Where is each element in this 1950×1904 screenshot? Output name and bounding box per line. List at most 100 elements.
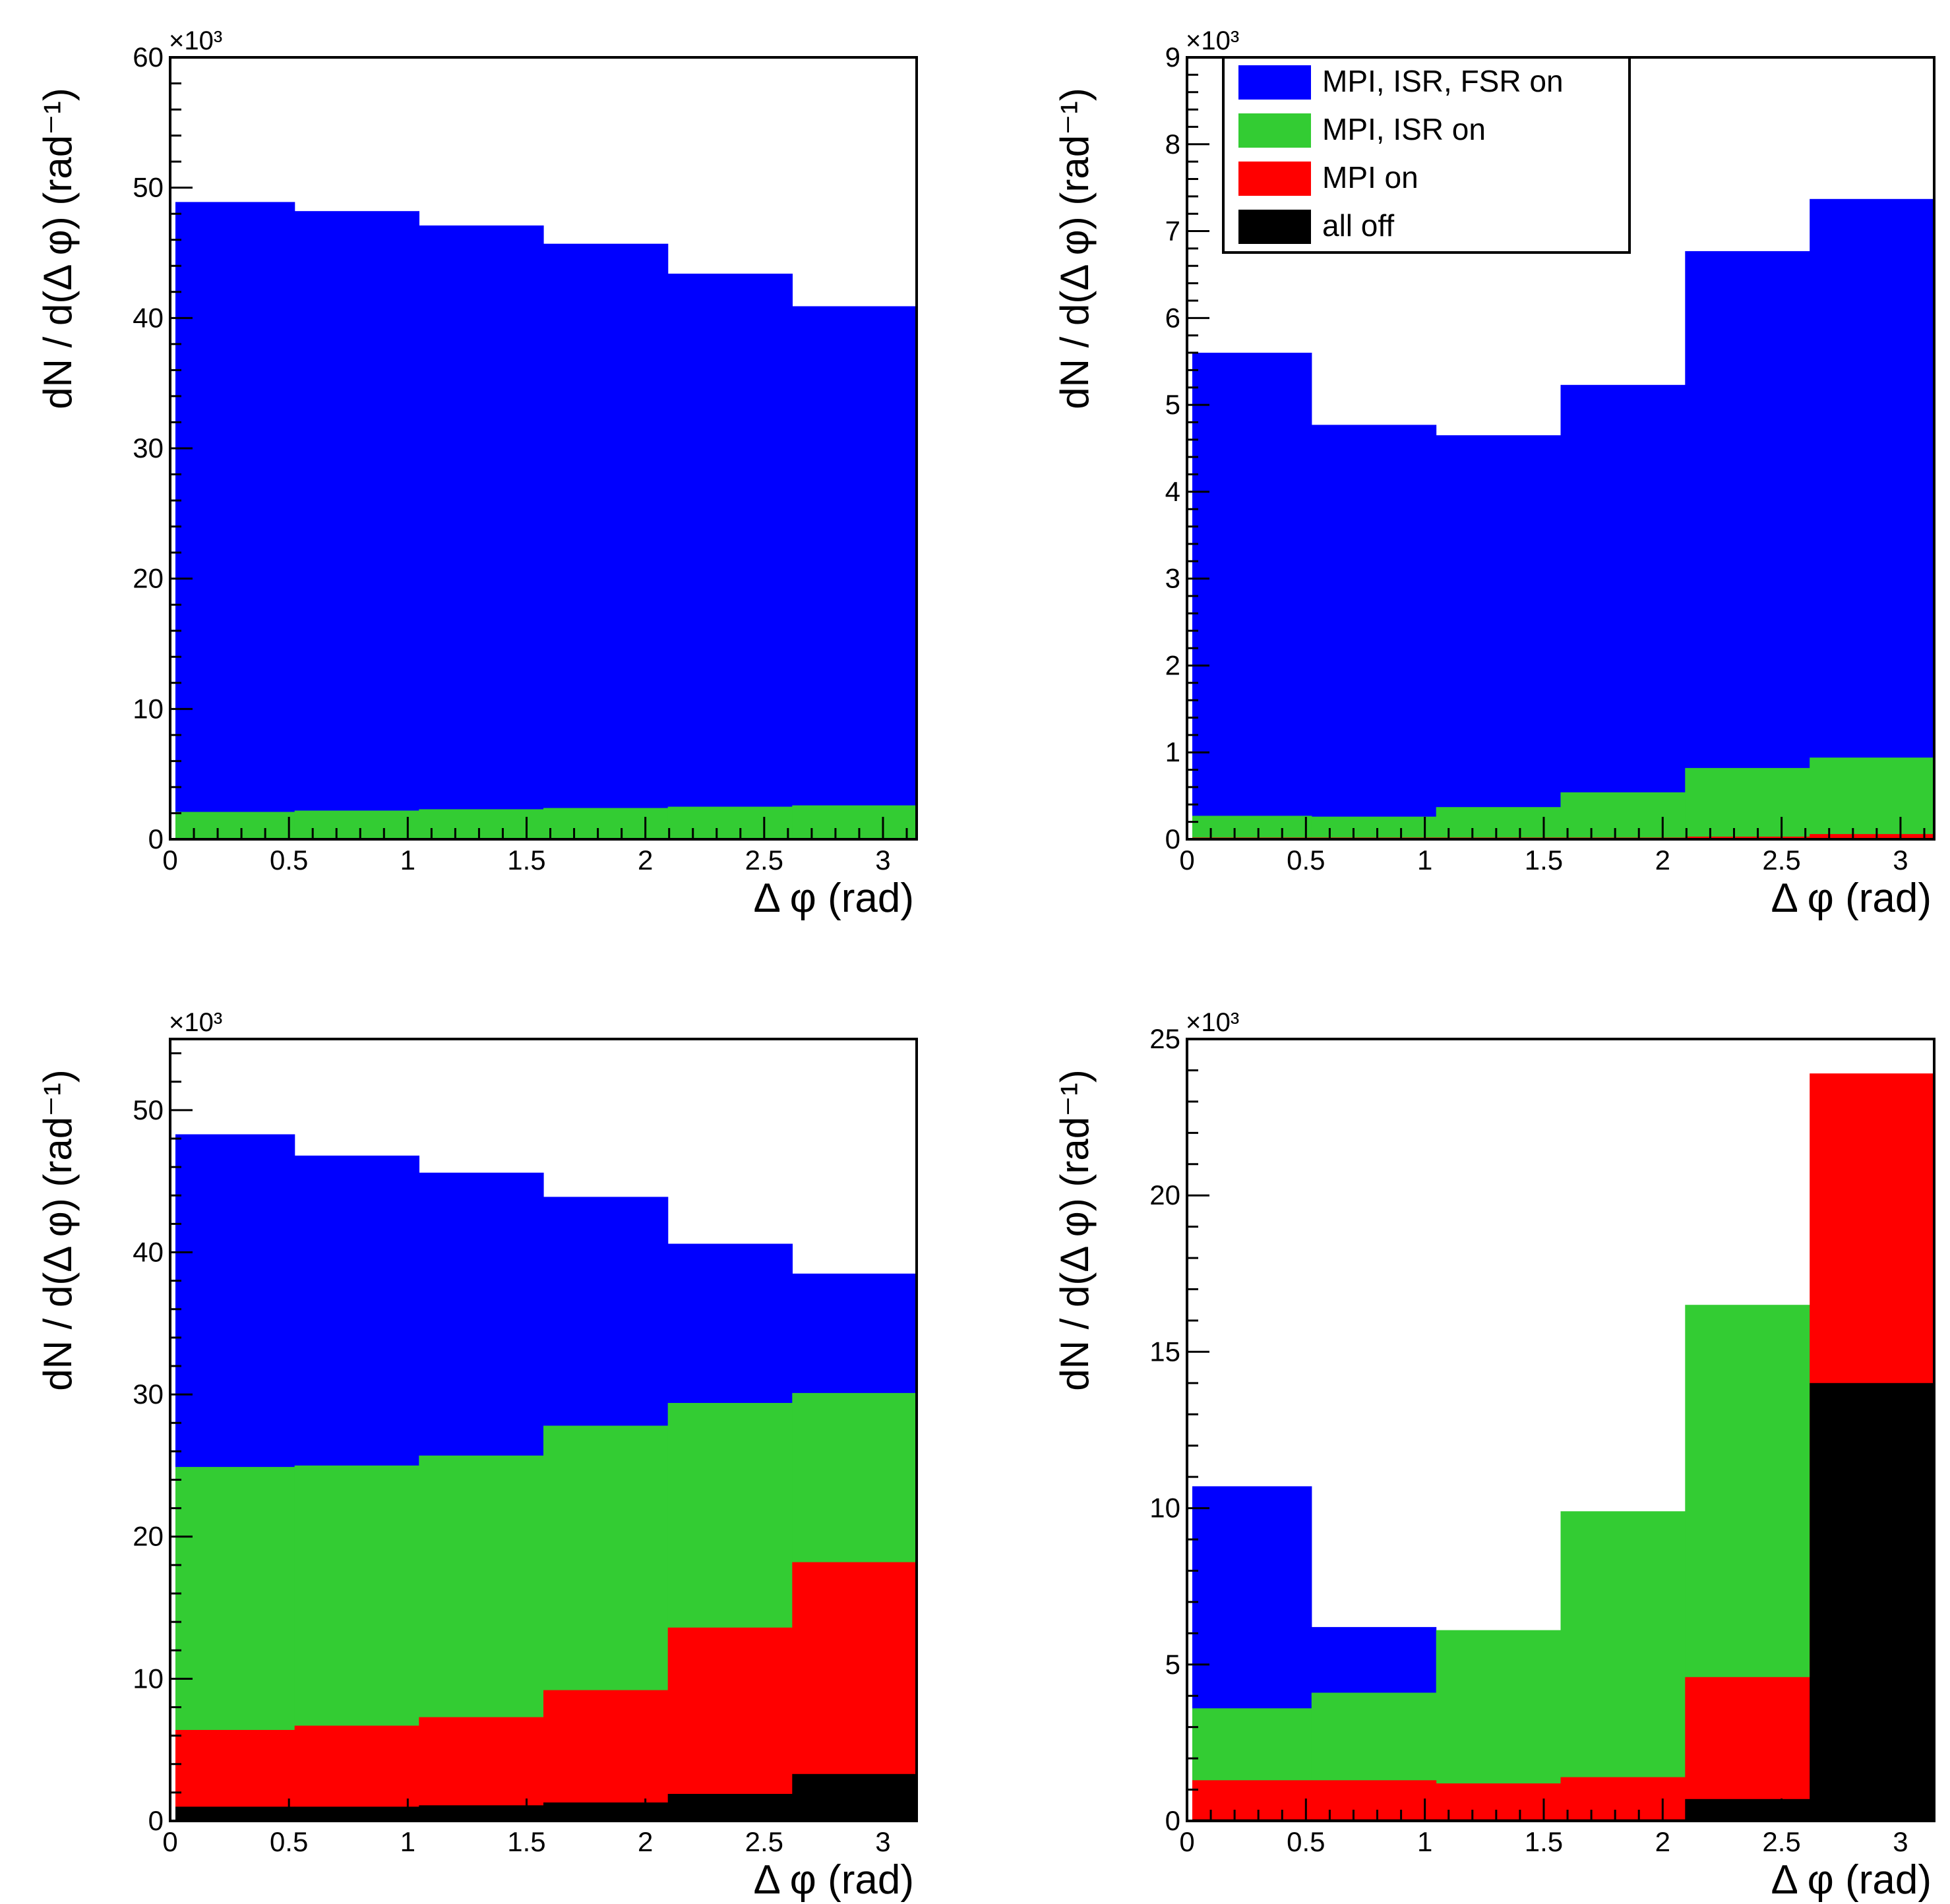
bar-mpi-on-bin-4: [1560, 1777, 1686, 1821]
bar-mpi-on-bin-1: [175, 1730, 295, 1821]
y-tick-label: 20: [1149, 1179, 1180, 1210]
x-tick-label: 3: [1893, 845, 1908, 876]
y-tick-label: 0: [148, 823, 164, 854]
x-axis-title: Δ φ (rad): [753, 1857, 914, 1903]
plot-frame: [169, 56, 918, 841]
legend-swatch: [1238, 162, 1311, 196]
bar-mpi-isr-fsr-on-bin-2: [294, 211, 419, 839]
y-tick-label: 4: [1165, 476, 1180, 507]
bar-all-off-bin-2: [294, 1806, 419, 1821]
y-axis-title: dN / d(Δ φ) (rad⁻¹): [1052, 88, 1097, 409]
bar-mpi-on-bin-5: [1685, 1677, 1810, 1821]
bar-mpi-on-bin-5: [667, 1627, 793, 1821]
y-tick-label: 7: [1165, 216, 1180, 247]
y-tick-label: 20: [133, 1521, 164, 1552]
bar-mpi-isr-fsr-on-bin-1: [1192, 353, 1312, 839]
bar-mpi-on-bin-2: [1311, 1780, 1437, 1821]
bar-mpi-isr-on-bin-6: [792, 805, 917, 839]
x-axis-title: Δ φ (rad): [753, 876, 914, 921]
legend-swatch: [1238, 113, 1311, 148]
x-tick-label: 1.5: [507, 845, 545, 876]
y-tick-label: 50: [133, 172, 164, 203]
x-tick-label: 2: [638, 1826, 653, 1857]
y-axis-title: dN / d(Δ φ) (rad⁻¹): [1052, 1069, 1097, 1390]
bar-mpi-isr-on-bin-5: [1685, 767, 1810, 839]
y-tick-label: 2: [1165, 649, 1180, 680]
x-tick-label: 2: [1655, 1826, 1670, 1857]
x-tick-label: 0.5: [1287, 845, 1325, 876]
x-axis-title: Δ φ (rad): [1771, 876, 1932, 921]
legend-item-label: MPI, ISR on: [1322, 112, 1486, 146]
y-tick-label: 3: [1165, 563, 1180, 594]
chart-panel-2: 0 1 2 3 4 5 6 7 8 9 0 0.5 1 1.5 2 2.5 3 ×10³ Δ φ (rad) dN /…: [1052, 26, 1935, 921]
bar-mpi-isr-fsr-on-bin-4: [543, 243, 669, 839]
x-tick-label: 1: [400, 845, 415, 876]
bar-mpi-isr-on-bin-3: [419, 809, 544, 839]
y-multiplier-label: ×10³: [169, 26, 222, 55]
y-tick-label: 5: [1165, 1649, 1180, 1680]
bar-mpi-isr-on-bin-4: [543, 808, 669, 839]
y-tick-label: 5: [1165, 389, 1180, 420]
x-tick-label: 1: [400, 1826, 415, 1857]
bar-mpi-isr-fsr-on-bin-5: [1685, 251, 1810, 839]
chart-panel-4: 0 5 10 15 20 25 0 0.5 1 1.5 2 2.5 3 ×10³ Δ φ (rad) dN /…: [1052, 1008, 1935, 1903]
x-tick-label: 0: [162, 845, 177, 876]
y-tick-label: 40: [133, 302, 164, 333]
y-tick-label: 30: [133, 432, 164, 463]
bar-mpi-isr-on-bin-6: [1810, 758, 1935, 839]
y-tick-label: 20: [133, 563, 164, 594]
x-tick-label: 0.5: [270, 845, 308, 876]
x-tick-label: 2: [638, 845, 653, 876]
y-tick-label: 60: [133, 42, 164, 73]
x-tick-label: 2: [1655, 845, 1670, 876]
y-tick-label: 10: [133, 1663, 164, 1694]
legend: MPI, ISR, FSR on MPI, ISR on MPI on all off: [1222, 56, 1631, 254]
y-tick-label: 30: [133, 1379, 164, 1410]
x-tick-label: 0: [1179, 1826, 1194, 1857]
x-tick-label: 3: [875, 845, 890, 876]
x-tick-label: 2.5: [745, 1826, 783, 1857]
legend-swatch: [1238, 65, 1311, 100]
bar-mpi-isr-fsr-on-bin-6: [792, 306, 917, 839]
bar-mpi-isr-on-bin-4: [1560, 792, 1686, 839]
y-tick-label: 1: [1165, 736, 1180, 767]
x-tick-label: 0: [162, 1826, 177, 1857]
y-axis-title: dN / d(Δ φ) (rad⁻¹): [36, 88, 80, 409]
bar-all-off-bin-6: [792, 1773, 917, 1821]
y-tick-label: 10: [1149, 1493, 1180, 1524]
legend-item-label: MPI, ISR, FSR on: [1322, 64, 1564, 98]
bar-mpi-isr-on-bin-4: [1560, 1511, 1686, 1821]
bar-mpi-isr-fsr-on-bin-3: [419, 225, 544, 839]
chart-panel-3: 0 10 20 30 40 50 0 0.5 1 1.5 2 2.5 3 ×10³ Δ φ (rad) dN …: [36, 1008, 918, 1903]
bar-mpi-isr-fsr-on-bin-4: [1560, 384, 1686, 839]
bar-mpi-isr-on-bin-5: [667, 806, 793, 839]
y-multiplier-label: ×10³: [1186, 1008, 1239, 1037]
bar-mpi-isr-fsr-on-bin-2: [1311, 425, 1437, 839]
y-tick-label: 0: [1165, 823, 1180, 854]
y-tick-label: 6: [1165, 302, 1180, 333]
x-axis-title: Δ φ (rad): [1771, 1857, 1932, 1903]
x-tick-label: 1: [1417, 845, 1432, 876]
x-tick-label: 1.5: [1525, 1826, 1563, 1857]
plot-frame: [1186, 1038, 1935, 1822]
bar-mpi-on-bin-6: [1810, 834, 1935, 839]
bar-mpi-on-bin-3: [1436, 1783, 1562, 1821]
bar-all-off-bin-5: [667, 1794, 793, 1821]
y-tick-label: 15: [1149, 1336, 1180, 1367]
y-tick-label: 9: [1165, 42, 1180, 73]
x-tick-label: 2.5: [1762, 845, 1800, 876]
bar-mpi-isr-on-bin-1: [1192, 816, 1312, 839]
y-tick-label: 25: [1149, 1023, 1180, 1054]
plot-frame: [169, 1038, 918, 1822]
y-axis-title: dN / d(Δ φ) (rad⁻¹): [36, 1069, 80, 1390]
bar-mpi-on-bin-4: [543, 1690, 669, 1821]
bar-all-off-bin-3: [419, 1805, 544, 1821]
y-tick-label: 0: [148, 1805, 164, 1836]
y-tick-label: 0: [1165, 1805, 1180, 1836]
bar-mpi-isr-on-bin-2: [1311, 816, 1437, 839]
x-tick-label: 0.5: [270, 1826, 308, 1857]
y-tick-label: 50: [133, 1094, 164, 1125]
bar-all-off-bin-4: [543, 1802, 669, 1821]
bar-all-off-bin-5: [1685, 1799, 1810, 1821]
